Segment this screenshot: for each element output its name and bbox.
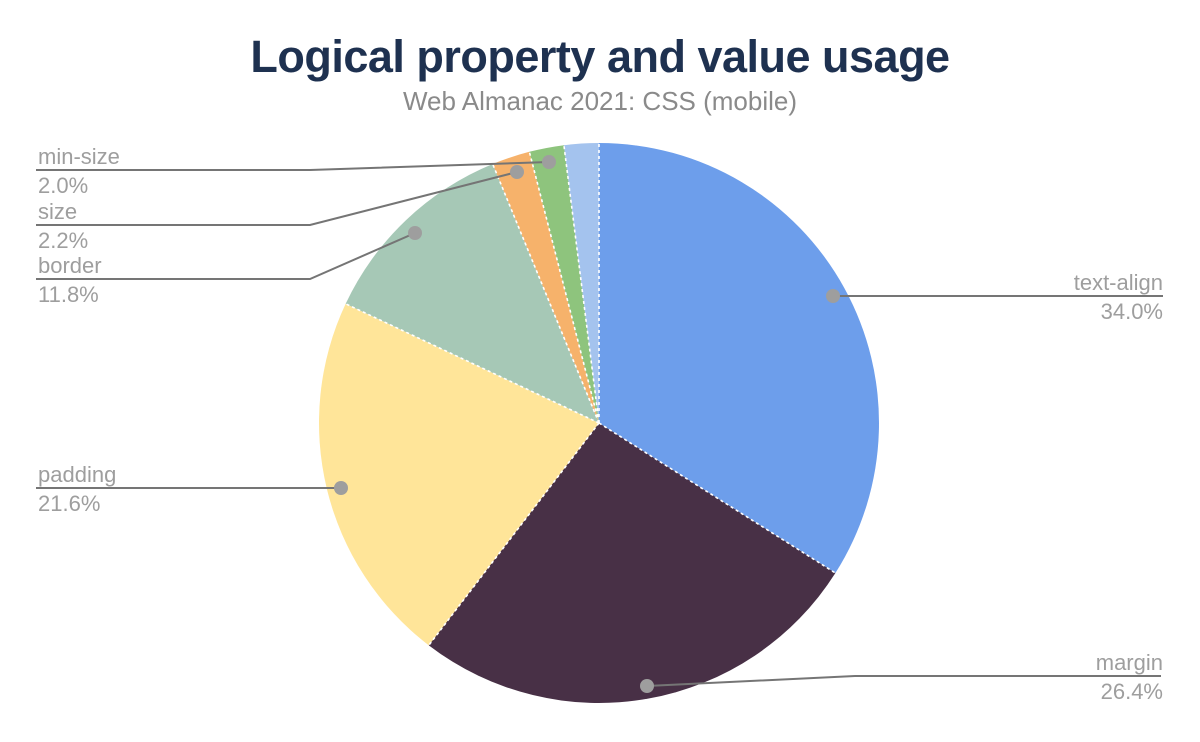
leader-line-min-size (36, 161, 550, 171)
pie-slice-size[interactable] (492, 151, 599, 424)
pie-slice-text-align[interactable] (599, 143, 879, 574)
slice-value-padding: 21.6% (38, 491, 101, 516)
leader-dot-padding (334, 481, 348, 495)
leader-dot-min-size (542, 155, 556, 169)
pie-slice-border[interactable] (345, 163, 599, 424)
slice-label-border: border (38, 253, 102, 278)
leader-line-margin (646, 675, 1161, 687)
slice-label-min-size: min-size (38, 144, 120, 169)
slice-divider (491, 163, 600, 424)
chart-title: Logical property and value usage (250, 31, 950, 82)
pie-slice-margin[interactable] (428, 423, 836, 704)
leader-dot-size (510, 165, 524, 179)
pie-slice-padding[interactable] (318, 303, 599, 646)
pie-slice-min-size[interactable] (529, 145, 599, 423)
slice-divider (598, 422, 836, 574)
slice-label-size: size (38, 199, 78, 224)
slice-value-size: 2.2% (38, 228, 89, 253)
slice-value-min-size: 2.0% (38, 173, 89, 198)
slice-divider (428, 422, 600, 646)
slice-divider (563, 145, 600, 424)
leader-line-border (36, 232, 416, 280)
leader-dot-border (408, 226, 422, 240)
slice-label-padding: padding (38, 462, 117, 487)
slice-label-text-align: text-align (1073, 270, 1163, 295)
slice-value-text-align: 34.0% (1100, 299, 1163, 324)
slice-value-margin: 26.4% (1100, 679, 1163, 704)
slice-divider (528, 151, 600, 424)
slice-label-margin: margin (1095, 650, 1163, 675)
leader-dot-text-align (826, 289, 840, 303)
leader-line-size (36, 171, 518, 226)
chart-subtitle: Web Almanac 2021: CSS (mobile) (402, 86, 798, 116)
leader-dot-margin (640, 679, 654, 693)
slice-value-border: 11.8% (38, 282, 99, 307)
slice-divider (345, 303, 600, 424)
